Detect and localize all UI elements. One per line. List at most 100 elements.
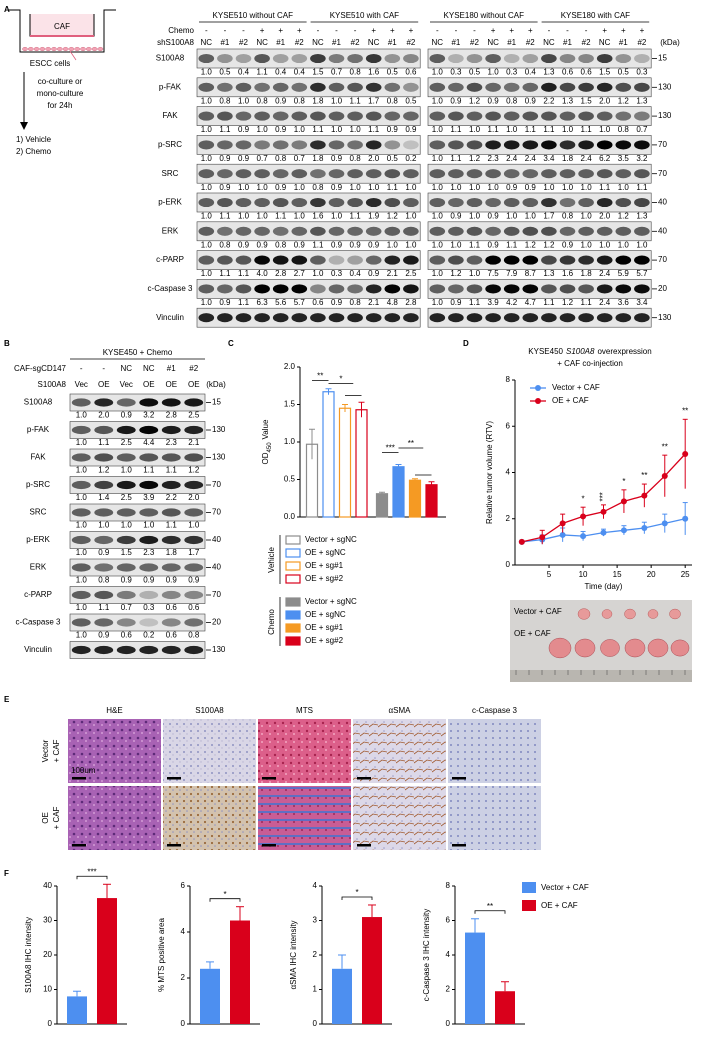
blot: [196, 221, 421, 242]
lane-label: +: [509, 26, 514, 35]
blot: [69, 421, 206, 439]
quantification: 1.0: [350, 125, 362, 134]
quantification: 1.1: [599, 183, 611, 192]
column-header: c-Caspase 3: [472, 706, 517, 715]
sig-bracket: [209, 898, 241, 902]
legend-label: OE + sg#2: [305, 636, 344, 645]
step-text: for 24h: [48, 101, 73, 110]
group-title: KYSE510 without CAF: [213, 11, 294, 20]
lane-label: #1: [388, 38, 397, 47]
lane-label: -: [335, 26, 338, 35]
quantification: 1.3: [636, 212, 648, 221]
point: [539, 534, 546, 541]
quantification: 3.2: [143, 411, 155, 420]
quantification: 1.1: [450, 154, 462, 163]
quantification: 1.0: [618, 183, 630, 192]
bar: [465, 932, 485, 1024]
band: [559, 255, 576, 265]
band: [522, 82, 539, 92]
band: [578, 53, 594, 64]
significance: *: [339, 375, 342, 384]
band: [347, 169, 363, 179]
point: [682, 515, 689, 522]
lane-label: +: [278, 26, 283, 35]
quantification: 0.6: [405, 68, 417, 77]
quantification: 7.5: [488, 269, 500, 278]
quantification: 2.0: [599, 212, 611, 221]
legend-label: OE + CAF: [541, 901, 578, 910]
y-axis-label: OD450 Value: [261, 419, 272, 464]
quantification: 1.1: [469, 298, 481, 307]
quantification: 1.0: [350, 183, 362, 192]
band: [429, 226, 446, 236]
y-label-main: OD: [261, 452, 270, 464]
row-label: + CAF: [52, 739, 61, 762]
band: [235, 255, 252, 265]
lane-label: #1: [451, 38, 460, 47]
y-tick-label: 6: [446, 916, 451, 925]
quantification: 1.0: [201, 96, 213, 105]
band: [347, 226, 363, 236]
bar: [230, 920, 250, 1024]
band: [403, 284, 419, 294]
quantification: 0.9: [188, 576, 200, 585]
band: [161, 480, 181, 490]
step-text: mono-culture: [37, 89, 84, 98]
band: [429, 53, 446, 64]
kda-value: 20: [212, 618, 221, 627]
point: [559, 520, 566, 527]
quantification: 0.6: [581, 68, 593, 77]
quantification: 1.8: [312, 154, 324, 163]
blot-label: p-ERK: [158, 198, 182, 207]
band: [139, 618, 159, 627]
x-tick-label: 10: [579, 570, 588, 579]
scale-bar: [72, 844, 86, 847]
band: [429, 255, 446, 265]
blot: [196, 250, 421, 270]
quantification: 2.0: [98, 411, 110, 420]
band: [116, 645, 136, 655]
band: [448, 226, 464, 236]
band: [448, 82, 464, 92]
quantification: 0.9: [525, 183, 537, 192]
panel-letter: C: [228, 339, 234, 348]
band: [485, 140, 501, 150]
band: [466, 313, 483, 323]
significance: *: [582, 494, 585, 503]
quantification: 0.2: [405, 154, 417, 163]
band: [384, 284, 401, 294]
quantification: 0.4: [294, 68, 306, 77]
band: [384, 255, 401, 265]
quantification: 2.2: [543, 96, 555, 105]
quantification: 2.4: [581, 154, 593, 163]
band: [559, 197, 576, 208]
quantification: 1.0: [238, 183, 250, 192]
band: [272, 111, 289, 121]
band: [596, 82, 613, 92]
cell: [68, 47, 75, 52]
lane-label: NC: [599, 38, 611, 47]
band: [559, 53, 576, 64]
quantification: 1.1: [469, 240, 481, 249]
quantification: 1.0: [506, 212, 518, 221]
band: [485, 111, 501, 121]
band: [485, 313, 501, 323]
bar: [355, 409, 368, 518]
quantification: 0.8: [219, 240, 231, 249]
band: [578, 284, 594, 294]
band: [71, 508, 91, 517]
band: [485, 169, 501, 179]
legend-label: OE + sg#1: [305, 561, 344, 570]
legend-label: OE + sg#1: [305, 623, 344, 632]
y-tick-label: 0: [181, 1019, 186, 1028]
band: [254, 140, 270, 150]
quantification: 0.9: [275, 183, 287, 192]
quantification: 1.3: [543, 68, 555, 77]
x-tick-label: 15: [613, 570, 622, 579]
point: [518, 538, 525, 545]
quantification: 1.0: [488, 68, 500, 77]
y-label-rest: Value: [261, 419, 270, 439]
title-part: KYSE450: [528, 347, 563, 356]
photo-label: Vector + CAF: [514, 607, 562, 616]
band: [161, 453, 181, 462]
